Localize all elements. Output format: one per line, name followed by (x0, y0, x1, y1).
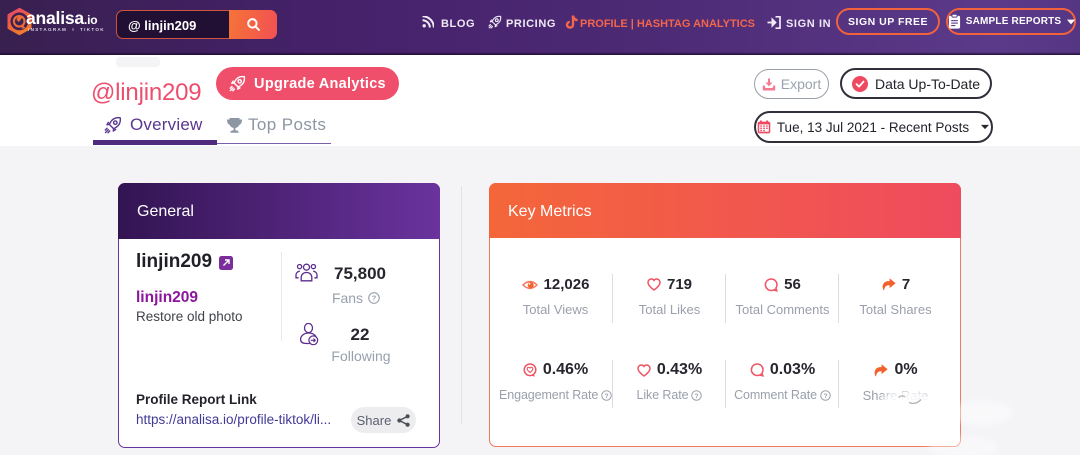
svg-text:?: ? (695, 392, 699, 399)
svg-text:?: ? (605, 392, 609, 399)
svg-text:?: ? (823, 392, 827, 399)
svg-text:?: ? (372, 294, 377, 303)
